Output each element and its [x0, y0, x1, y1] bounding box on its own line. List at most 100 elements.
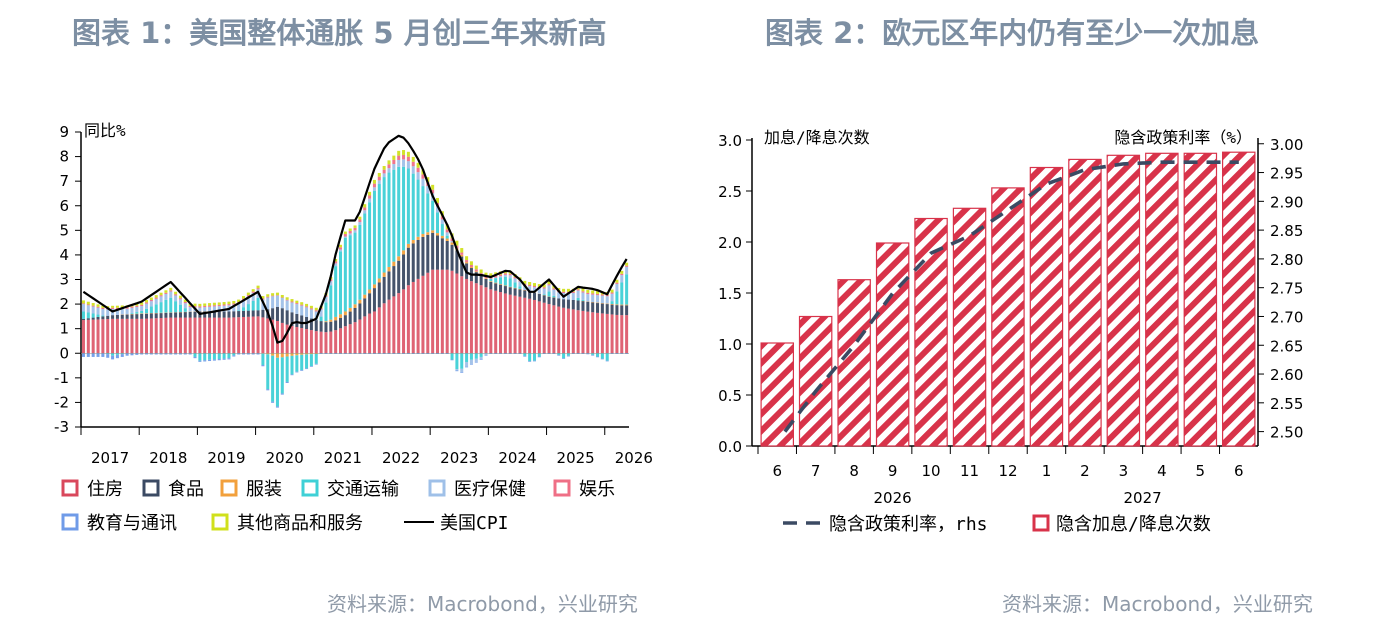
bar-住房 — [406, 285, 410, 354]
bar-住房 — [460, 276, 464, 354]
bar-其他商品和服务 — [154, 295, 158, 298]
bar-住房 — [125, 318, 129, 354]
bar-其他商品和服务 — [314, 307, 318, 311]
bar-娱乐 — [368, 195, 372, 199]
bar-娱乐 — [208, 305, 212, 307]
bar-住房 — [145, 318, 149, 354]
bar-教育与通讯 — [576, 353, 580, 354]
bar-医疗保健 — [358, 222, 362, 225]
bar-交通运输 — [81, 311, 85, 319]
bar-食品 — [552, 297, 556, 306]
bar-医疗保健 — [542, 288, 546, 295]
bar-娱乐 — [465, 260, 469, 263]
bar-服装 — [309, 353, 313, 355]
bar-交通运输 — [445, 235, 449, 239]
bar-住房 — [309, 330, 313, 354]
bar-住房 — [198, 317, 202, 354]
bar-服装 — [271, 353, 275, 356]
bar-食品 — [334, 320, 338, 331]
bar-医疗保健 — [115, 309, 119, 315]
bar-医疗保健 — [232, 304, 236, 312]
bar-交通运输 — [251, 301, 255, 311]
bar-住房 — [416, 278, 420, 354]
bar-服装 — [329, 319, 333, 322]
bar-娱乐 — [431, 189, 435, 194]
bar-其他商品和服务 — [217, 302, 221, 305]
bar-医疗保健 — [372, 187, 376, 191]
bar-交通运输 — [353, 232, 357, 305]
bar-医疗保健 — [532, 287, 536, 293]
bar-交通运输 — [416, 179, 420, 237]
bar-医疗保健 — [329, 281, 333, 286]
bar-教育与通讯 — [469, 363, 473, 365]
bar-其他商品和服务 — [625, 262, 629, 266]
bar-食品 — [353, 307, 357, 323]
bar-医疗保健 — [596, 295, 600, 303]
bar-交通运输 — [135, 312, 139, 314]
x-tick-label: 9 — [888, 462, 898, 480]
bar-交通运输 — [431, 200, 435, 231]
y-tick-label: -1 — [54, 369, 69, 387]
bar-食品 — [251, 310, 255, 317]
bar-食品 — [145, 313, 149, 319]
legend-label-rate: 隐含政策利率，rhs — [829, 514, 988, 535]
bar-住房 — [625, 315, 629, 354]
bar-娱乐 — [576, 289, 580, 291]
bar-医疗保健 — [334, 263, 338, 267]
bar-交通运输 — [620, 282, 624, 305]
bar-其他商品和服务 — [309, 305, 313, 309]
bar-娱乐 — [154, 297, 158, 299]
bar-其他商品和服务 — [275, 292, 279, 296]
bar-食品 — [125, 314, 129, 319]
bar-住房 — [450, 270, 454, 354]
bar-住房 — [334, 330, 338, 354]
bar-交通运输 — [101, 315, 105, 317]
bar-服装 — [460, 254, 464, 257]
bar-娱乐 — [499, 274, 503, 277]
bar-娱乐 — [91, 305, 95, 307]
bar-医疗保健 — [377, 180, 381, 185]
bar-食品 — [280, 308, 284, 323]
bar-交通运输 — [319, 316, 323, 322]
bar-教育与通讯 — [402, 353, 406, 354]
bar-其他商品和服务 — [620, 270, 624, 274]
bar-交通运输 — [469, 353, 473, 360]
bar-医疗保健 — [125, 308, 129, 315]
bar-教育与通讯 — [484, 354, 488, 356]
bar-其他商品和服务 — [465, 256, 469, 261]
bar-医疗保健 — [300, 305, 304, 316]
bar-其他商品和服务 — [251, 289, 255, 292]
bar-医疗保健 — [285, 300, 289, 311]
bar-医疗保健 — [416, 172, 420, 180]
bar-服装 — [280, 353, 284, 358]
bar-食品 — [261, 309, 265, 318]
bar-教育与通讯 — [547, 353, 551, 354]
bar-食品 — [528, 291, 532, 299]
bar — [1183, 152, 1218, 447]
bar-食品 — [217, 311, 221, 318]
bar-教育与通讯 — [625, 353, 629, 354]
bar-教育与通讯 — [111, 355, 115, 360]
bar-娱乐 — [183, 301, 187, 304]
right-y-tick-label: 2.75 — [1270, 280, 1303, 298]
bar-服装 — [285, 353, 289, 357]
bar-住房 — [562, 307, 566, 354]
bar-教育与通讯 — [319, 353, 323, 354]
bar-食品 — [397, 260, 401, 294]
bar-其他商品和服务 — [198, 303, 202, 307]
bar-住房 — [174, 317, 178, 354]
bar-住房 — [596, 312, 600, 354]
bar-交通运输 — [435, 212, 439, 234]
bar-服装 — [392, 261, 396, 267]
bar-住房 — [305, 329, 309, 354]
bar-住房 — [348, 324, 352, 354]
bar-娱乐 — [193, 306, 197, 308]
legend-label-教育与通讯: 教育与通讯 — [87, 513, 177, 534]
bar-住房 — [203, 317, 207, 354]
bar-其他商品和服务 — [542, 284, 546, 288]
bar-教育与通讯 — [285, 381, 289, 383]
bar-教育与通讯 — [193, 356, 197, 359]
bar-娱乐 — [251, 291, 255, 293]
bar-医疗保健 — [469, 359, 473, 364]
bar-住房 — [571, 309, 575, 354]
